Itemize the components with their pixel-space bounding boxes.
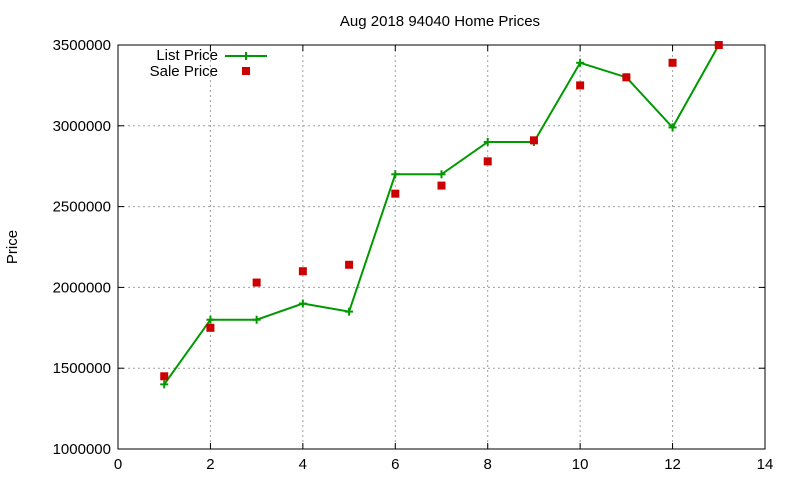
sale-price-point — [483, 157, 492, 166]
sale-price-point — [668, 58, 677, 67]
list-price-line — [163, 44, 720, 385]
list-price-point — [252, 315, 261, 324]
sale-price-point — [160, 372, 169, 381]
sale-price-point — [622, 73, 631, 82]
sale-price-point — [529, 136, 538, 145]
sale-price-point — [298, 267, 307, 276]
y-tick-label: 1500000 — [53, 360, 111, 377]
axis-ticks — [117, 44, 766, 450]
list-price-point — [160, 380, 169, 389]
sale-price-point — [576, 81, 585, 90]
y-tick-label: 1000000 — [53, 441, 111, 458]
sale-price-point — [252, 278, 261, 287]
x-tick-label: 4 — [299, 456, 307, 473]
list-price-point — [298, 299, 307, 308]
sale-price-point — [714, 41, 723, 49]
sale-price-point — [345, 260, 354, 269]
y-tick-label: 3000000 — [53, 118, 111, 135]
plot-frame — [117, 44, 766, 450]
grid-lines — [118, 45, 765, 449]
y-axis-label: Price — [4, 230, 21, 264]
y-tick-label: 2500000 — [53, 199, 111, 216]
list-price-point — [345, 307, 354, 316]
legend-label-list-price: List Price — [156, 47, 218, 64]
sale-price-point — [391, 189, 400, 198]
x-tick-label: 0 — [114, 456, 122, 473]
legend-sample-sale-price-square — [242, 67, 250, 75]
list-price-point — [391, 170, 400, 179]
x-tick-label: 14 — [757, 456, 774, 473]
y-tick-label: 3500000 — [53, 37, 111, 54]
legend: List Price Sale Price — [150, 47, 267, 80]
list-price-point — [483, 137, 492, 146]
list-price-point — [576, 58, 585, 67]
list-price-point — [437, 170, 446, 179]
sale-price-point — [206, 323, 215, 332]
series — [160, 41, 723, 389]
list-price-point — [668, 123, 677, 132]
x-tick-label: 8 — [484, 456, 492, 473]
sale-price-point — [437, 181, 446, 190]
x-tick-label: 12 — [664, 456, 681, 473]
list-price-point — [206, 315, 215, 324]
chart-title: Aug 2018 94040 Home Prices — [340, 13, 540, 30]
x-tick-label: 6 — [391, 456, 399, 473]
legend-label-sale-price: Sale Price — [150, 63, 218, 80]
y-tick-label: 2000000 — [53, 279, 111, 296]
x-tick-label: 10 — [572, 456, 589, 473]
x-tick-label: 2 — [206, 456, 214, 473]
